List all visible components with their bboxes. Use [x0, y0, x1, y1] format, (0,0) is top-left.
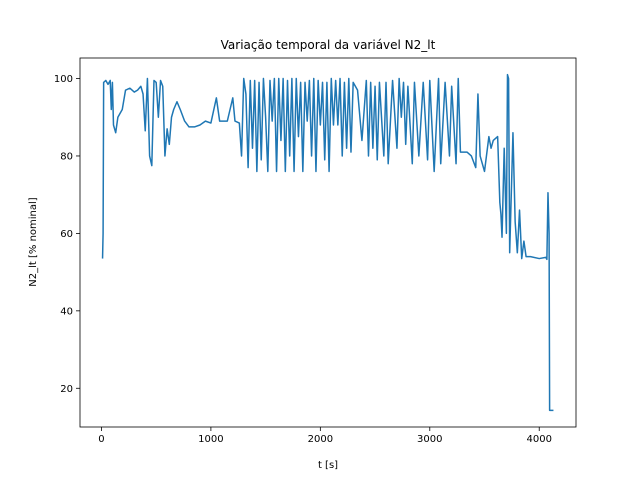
x-tick-label: 1000 [198, 434, 223, 445]
x-axis-label: t [s] [318, 460, 338, 471]
x-tick-label: 3000 [417, 434, 442, 445]
y-tick-label: 40 [60, 306, 73, 317]
y-tick-label: 60 [60, 229, 73, 240]
y-tick-label: 100 [54, 74, 73, 85]
chart-title: Variação temporal da variável N2_lt [221, 38, 436, 52]
data-line [101, 73, 554, 412]
plot-frame [79, 57, 577, 428]
y-axis-label: N2_lt [% nominal] [28, 197, 39, 287]
x-tick-label: 4000 [527, 434, 552, 445]
y-tick-label: 80 [60, 151, 73, 162]
x-tick-label: 2000 [308, 434, 333, 445]
x-tick-label: 0 [98, 434, 104, 445]
y-tick-label: 20 [60, 384, 73, 395]
